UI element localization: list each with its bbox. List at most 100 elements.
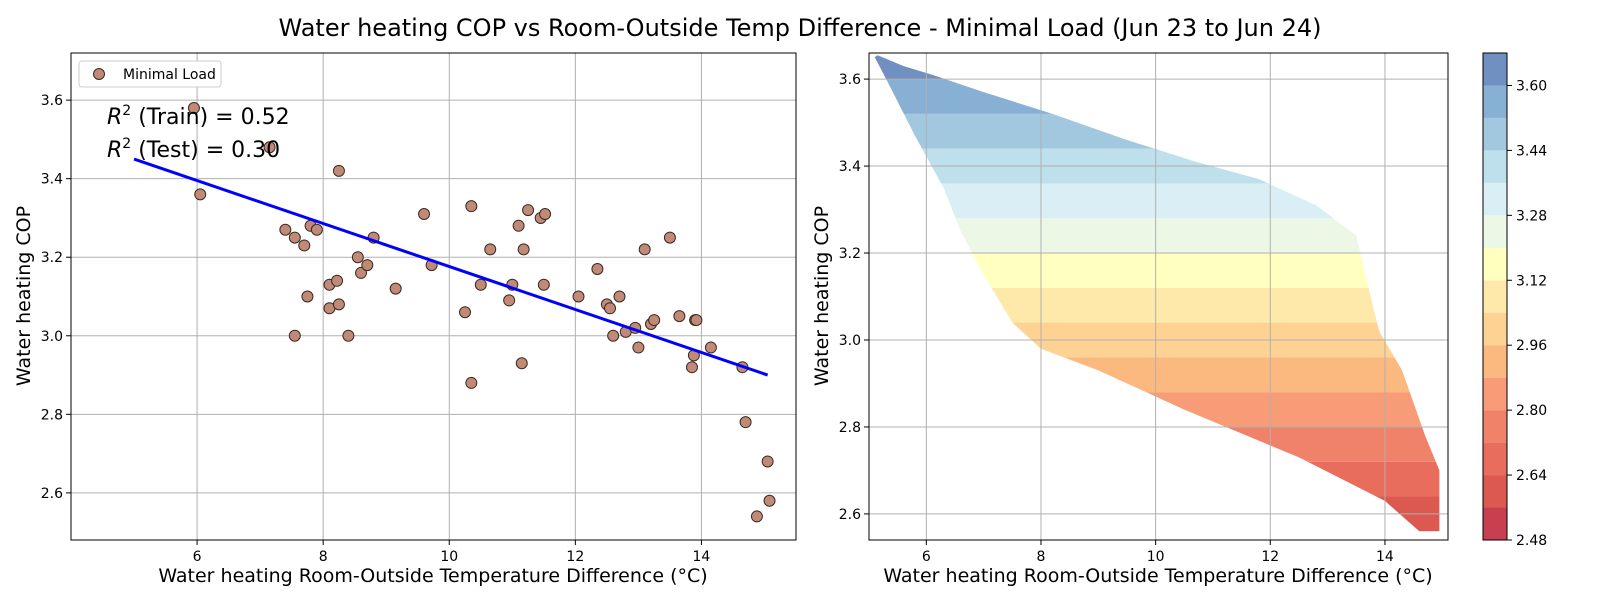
x-tick-label: 10 [1147, 549, 1165, 565]
left-legend: Minimal Load [78, 60, 222, 88]
x-tick-label: 12 [566, 549, 584, 565]
right-ticks: 6 8 10 12 14 2.6 2.8 3.0 3.2 3.4 3.6 [839, 72, 1394, 565]
contour-band [874, 253, 1440, 288]
left-grid [71, 53, 796, 540]
scatter-point [355, 266, 367, 279]
colorbar-segment [1483, 442, 1507, 476]
colorbar-segment [1483, 117, 1507, 151]
scatter-point [288, 329, 301, 342]
regression-line [133, 157, 769, 377]
scatter-point [503, 294, 516, 307]
scatter-point [517, 243, 530, 256]
scatter-point [572, 290, 585, 303]
legend-marker [93, 68, 105, 80]
contour-band [874, 392, 1440, 427]
right-axes-frame [868, 52, 1449, 541]
contour-band [874, 357, 1440, 393]
scatter-point [279, 223, 292, 236]
scatter-point [342, 329, 355, 342]
scatter-point [332, 164, 345, 177]
right-y-axis-label: Water heating COP [811, 206, 833, 386]
r2-test-value: 0.30 [231, 138, 280, 163]
scatter-point [332, 298, 345, 311]
y-tick-label: 3.4 [839, 159, 861, 175]
scatter-point [418, 208, 431, 221]
scatter-point [591, 263, 604, 276]
r2-train-value: 0.52 [241, 105, 290, 130]
colorbar-segment [1483, 410, 1507, 443]
y-tick-label: 2.8 [839, 420, 861, 436]
left-plot-area [131, 66, 776, 523]
scatter-point [512, 219, 525, 232]
colorbar-segment [1483, 475, 1507, 508]
right-x-axis-label: Water heating Room-Outside Temperature D… [883, 565, 1432, 587]
contour-band [874, 461, 1440, 497]
legend-label: Minimal Load [123, 67, 216, 83]
scatter-point [537, 278, 550, 291]
colorbar-segment [1483, 150, 1507, 183]
contour-band [874, 426, 1440, 462]
scatter-point [607, 329, 620, 342]
colorbar-tick-label: 2.64 [1516, 468, 1547, 484]
colorbar-tick-label: 2.96 [1516, 338, 1547, 354]
right-grid [869, 53, 1448, 540]
contour-band [874, 218, 1440, 254]
scatter-point [690, 314, 703, 327]
scatter-point [194, 188, 207, 201]
y-tick-label: 2.6 [839, 507, 861, 523]
y-tick-label: 2.8 [41, 407, 63, 423]
colorbar-segment [1483, 280, 1507, 313]
scatter-point [301, 290, 314, 303]
scatter-point [632, 341, 645, 354]
scatter-point [522, 204, 535, 217]
colorbar-segment [1483, 345, 1507, 378]
scatter-point [459, 306, 472, 319]
contour-band [874, 55, 1440, 80]
scatter-point [187, 101, 200, 114]
colorbar-tick-label: 3.28 [1516, 208, 1547, 224]
scatter-point [763, 494, 776, 507]
r2-test-annotation: R2 (Test) = 0.30 [107, 136, 280, 163]
scatter-point [484, 243, 497, 256]
y-tick-label: 3.4 [41, 172, 63, 188]
colorbar-segment [1483, 377, 1507, 411]
y-tick-label: 3.2 [41, 250, 63, 266]
colorbar-tick-label: 2.80 [1516, 403, 1547, 419]
y-tick-label: 3.6 [41, 93, 63, 109]
scatter-point [331, 274, 344, 287]
scatter-point [515, 357, 528, 370]
scatter-point [604, 302, 617, 315]
scatter-point [761, 455, 774, 468]
colorbar-segment [1483, 247, 1507, 281]
contour-band [874, 183, 1440, 219]
left-ticks: 6 8 10 12 14 2.6 2.8 3.0 3.2 3.4 3.6 [41, 93, 711, 565]
colorbar-ticks: 2.48 2.64 2.80 2.96 3.12 3.28 3.44 3.60 [1507, 78, 1547, 549]
colorbar-segment [1483, 215, 1507, 248]
legend-box [78, 60, 222, 88]
colorbar-segment [1483, 85, 1507, 118]
colorbar-segment [1483, 312, 1507, 346]
scatter-point [389, 282, 402, 295]
scatter-point [539, 208, 552, 221]
scatter-point [465, 200, 478, 213]
colorbar-tick-label: 2.48 [1516, 533, 1547, 549]
scatter-point [288, 231, 301, 244]
x-tick-label: 6 [193, 549, 202, 565]
left-x-axis-label: Water heating Room-Outside Temperature D… [158, 565, 707, 587]
scatter-point [704, 341, 717, 354]
scatter-point [673, 310, 686, 323]
scatter-point [638, 243, 651, 256]
scatter-point [351, 251, 364, 264]
scatter-point [663, 231, 676, 244]
x-tick-label: 8 [319, 549, 328, 565]
scatter-point [613, 290, 626, 303]
x-tick-label: 12 [1261, 549, 1279, 565]
figure-title: Water heating COP vs Room-Outside Temp D… [279, 14, 1322, 42]
right-plot-area [874, 55, 1440, 532]
scatter-point [310, 223, 323, 236]
scatter-point [361, 259, 374, 272]
colorbar-tick-label: 3.12 [1516, 273, 1547, 289]
colorbar-segment [1483, 53, 1507, 86]
